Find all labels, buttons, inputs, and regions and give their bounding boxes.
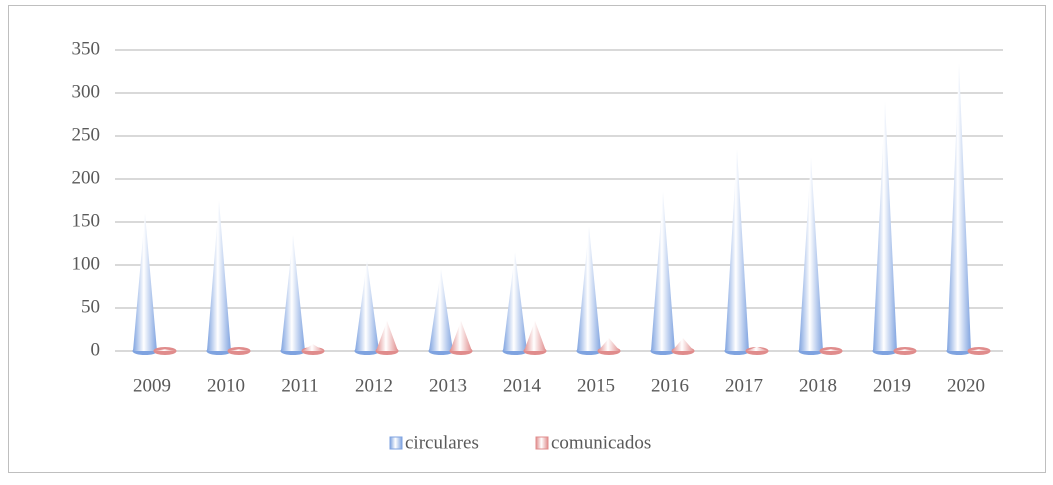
y-tick-label: 300 xyxy=(72,81,101,102)
cone xyxy=(598,338,620,351)
y-tick-label: 100 xyxy=(72,253,101,274)
cone xyxy=(228,349,250,351)
x-tick-label: 2014 xyxy=(503,375,542,396)
cone xyxy=(355,260,379,351)
x-tick-label: 2015 xyxy=(577,375,615,396)
x-tick-label: 2016 xyxy=(651,375,689,396)
cone xyxy=(524,320,546,351)
cone xyxy=(133,213,157,351)
cone xyxy=(799,157,823,351)
x-tick-label: 2017 xyxy=(725,375,763,396)
cone xyxy=(302,344,324,351)
cone xyxy=(873,101,897,351)
cone xyxy=(376,320,398,351)
cone xyxy=(820,349,842,351)
cone xyxy=(968,349,990,351)
y-tick-label: 150 xyxy=(72,210,101,231)
cone xyxy=(503,252,527,351)
cone xyxy=(651,191,675,351)
legend-swatch xyxy=(389,436,403,450)
cone xyxy=(672,338,694,351)
cone xyxy=(746,346,768,351)
x-tick-label: 2009 xyxy=(133,375,171,396)
x-tick-label: 2010 xyxy=(207,375,245,396)
y-tick-label: 200 xyxy=(72,167,101,188)
x-tick-label: 2012 xyxy=(355,375,393,396)
cone xyxy=(894,349,916,351)
x-tick-label: 2020 xyxy=(947,375,985,396)
y-tick-label: 0 xyxy=(91,339,101,360)
cone xyxy=(947,62,971,352)
x-tick-label: 2011 xyxy=(281,375,318,396)
cone xyxy=(429,269,453,351)
x-tick-label: 2018 xyxy=(799,375,837,396)
legend-label: comunicados xyxy=(551,432,651,453)
legend-swatch xyxy=(535,436,549,450)
cone xyxy=(725,148,749,351)
cone xyxy=(207,200,231,351)
y-tick-label: 50 xyxy=(81,296,100,317)
chart-frame xyxy=(8,5,1046,473)
cone xyxy=(154,349,176,351)
y-tick-label: 250 xyxy=(72,124,101,145)
y-tick-label: 350 xyxy=(72,38,101,59)
x-tick-label: 2019 xyxy=(873,375,911,396)
x-tick-label: 2013 xyxy=(429,375,467,396)
legend-label: circulares xyxy=(405,432,479,453)
cone xyxy=(450,320,472,351)
cone xyxy=(281,234,305,351)
cone xyxy=(577,226,601,351)
